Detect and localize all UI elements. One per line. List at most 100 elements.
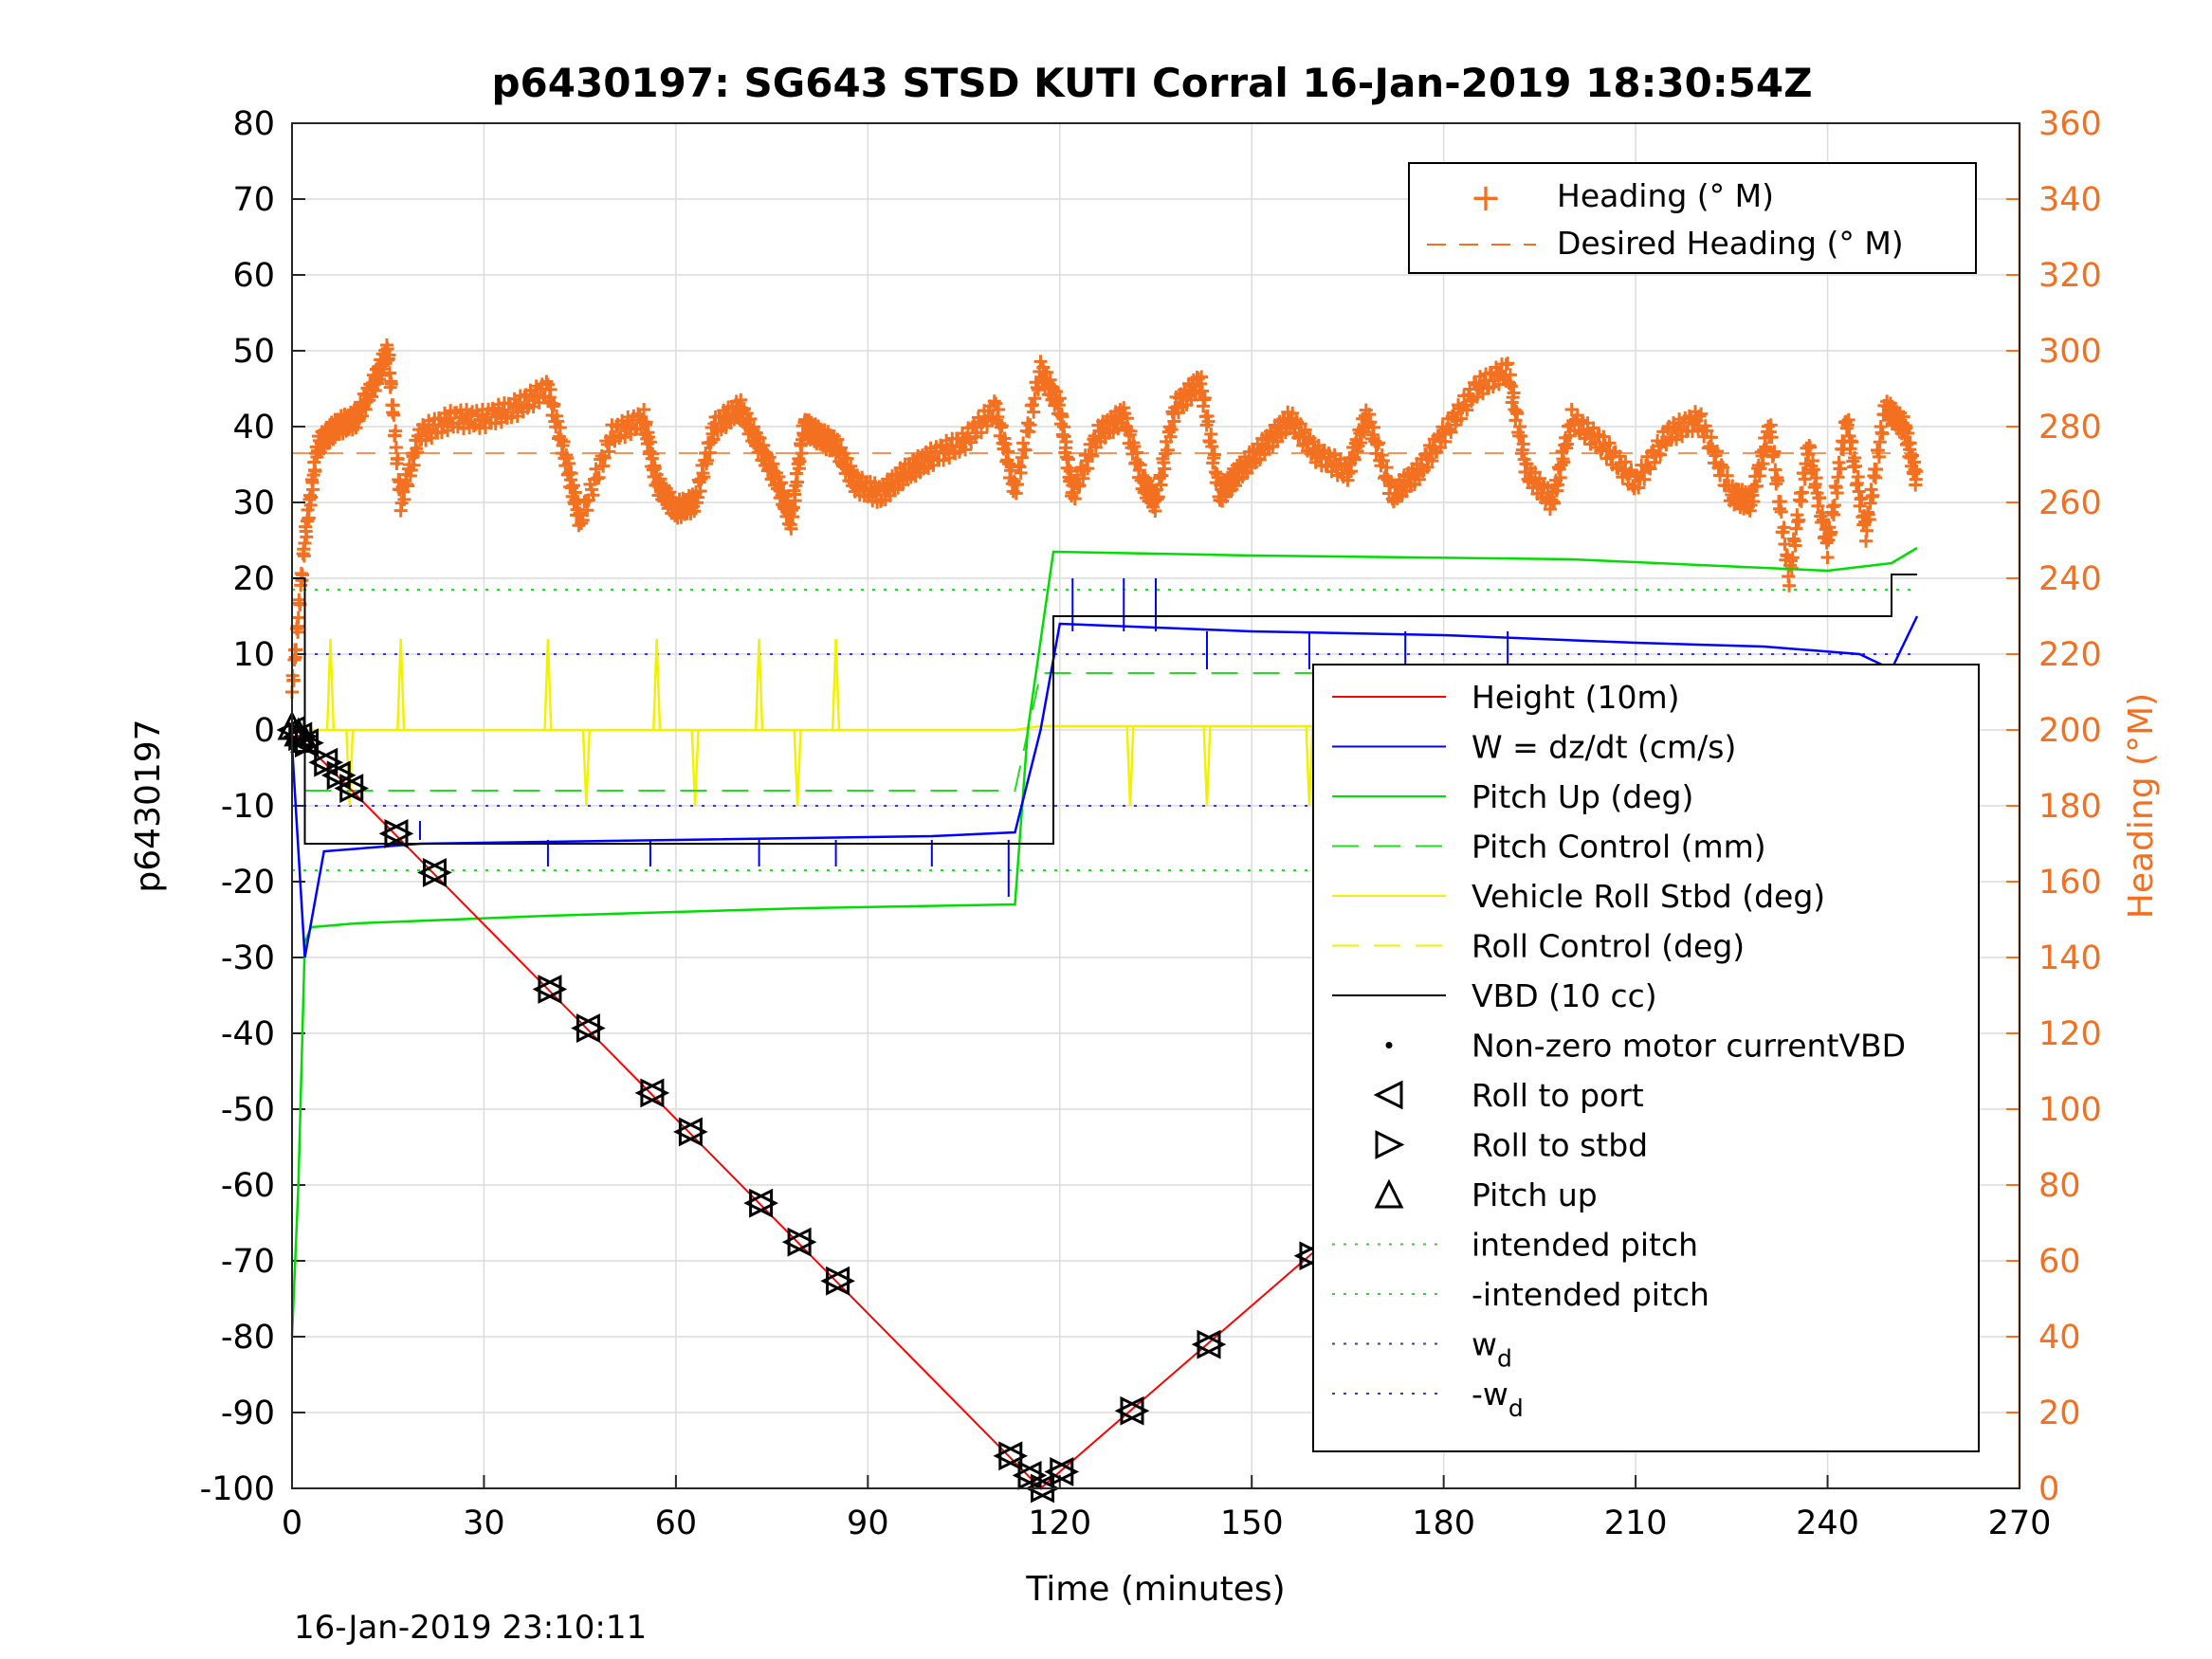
heading-point — [1507, 386, 1521, 400]
heading-point — [1027, 405, 1041, 419]
legend-dot-swatch — [1385, 1042, 1393, 1048]
right-tick-label: 0 — [2038, 1470, 2059, 1508]
heading-point — [298, 536, 312, 550]
heading-point — [1746, 495, 1761, 509]
heading-point — [995, 419, 1009, 433]
heading-point — [554, 432, 568, 447]
heading-point — [1148, 503, 1162, 518]
roll-to-stbd-marker — [1050, 1457, 1080, 1486]
right-tick-label: 160 — [2038, 864, 2102, 902]
heading-point — [1692, 410, 1707, 424]
roll-to-port-marker — [1044, 1457, 1074, 1486]
heading-point — [592, 470, 606, 484]
right-y-tick-labels: 3603403203002802602402202001801601401201… — [2038, 105, 2102, 1508]
heading-point — [391, 452, 405, 466]
heading-point — [693, 483, 707, 498]
roll-spike — [1305, 725, 1314, 807]
heading-point — [687, 504, 702, 519]
legend-heading-marker: + — [1470, 176, 1502, 220]
heading-point — [1354, 435, 1368, 449]
heading-point — [1023, 418, 1037, 432]
heading-point — [1816, 513, 1830, 527]
heading-point — [1750, 479, 1764, 493]
roll-spike — [581, 729, 592, 807]
heading-point — [566, 479, 580, 493]
heading-point — [1127, 439, 1142, 453]
heading-point — [382, 348, 396, 362]
legend-entry-label: Roll to stbd — [1472, 1127, 1648, 1164]
heading-point — [1014, 465, 1028, 480]
heading-point — [1852, 484, 1866, 499]
heading-point — [690, 490, 704, 504]
heading-point — [1813, 490, 1827, 504]
heading-point — [788, 494, 802, 508]
roll-to-port-marker — [673, 1117, 703, 1147]
y-tick-label: -30 — [221, 939, 275, 977]
x-tick-label: 180 — [1412, 1504, 1475, 1542]
heading-point — [784, 521, 798, 536]
heading-point — [959, 443, 973, 457]
heading-point — [1164, 423, 1179, 437]
heading-point — [1785, 551, 1800, 565]
roll-spike — [1125, 725, 1135, 807]
heading-point — [557, 434, 571, 448]
y-tick-label: -60 — [221, 1167, 275, 1205]
heading-point — [308, 465, 322, 479]
heading-point — [743, 411, 758, 426]
heading-point — [1072, 479, 1087, 493]
x-tick-label: 60 — [655, 1504, 698, 1542]
right-tick-label: 240 — [2038, 560, 2102, 598]
heading-point — [987, 394, 1001, 409]
heading-point — [1205, 440, 1219, 454]
heading-point — [368, 383, 382, 397]
x-tick-label: 0 — [282, 1504, 302, 1542]
heading-point — [564, 466, 578, 481]
heading-point — [1554, 458, 1568, 472]
heading-point — [1380, 461, 1394, 475]
right-tick-label: 300 — [2038, 333, 2102, 371]
heading-point — [1161, 443, 1175, 457]
y-tick-label: 80 — [232, 105, 275, 143]
heading-point — [1081, 462, 1095, 476]
y-tick-label: -100 — [200, 1470, 275, 1508]
roll-to-port-marker — [1012, 1460, 1042, 1490]
heading-point — [831, 432, 845, 447]
heading-point — [1768, 463, 1782, 477]
legend-entry-label: Pitch Up (deg) — [1472, 778, 1693, 815]
heading-point — [358, 402, 373, 416]
heading-point — [1503, 368, 1517, 382]
heading-point — [791, 475, 805, 489]
right-tick-label: 120 — [2038, 1015, 2102, 1053]
heading-point — [353, 411, 367, 426]
heading-point — [1444, 425, 1458, 439]
heading-point — [1830, 485, 1844, 500]
right-tick-label: 200 — [2038, 712, 2102, 750]
heading-point — [989, 396, 1003, 410]
y-tick-label: 30 — [232, 484, 275, 522]
heading-point — [1834, 462, 1848, 476]
plot-frame — [291, 122, 2020, 1489]
legend-entry-label: Roll Control (deg) — [1472, 928, 1745, 965]
heading-point — [1694, 407, 1709, 421]
roll-to-stbd-marker — [1197, 1329, 1227, 1359]
roll-to-stbd-marker — [339, 774, 370, 803]
heading-point — [580, 503, 594, 518]
heading-point — [1047, 383, 1061, 397]
heading-point — [1298, 423, 1312, 437]
heading-point — [1055, 410, 1069, 424]
legend-stbd-swatch — [1375, 1130, 1405, 1159]
heading-point — [1201, 414, 1216, 428]
heading-point — [1862, 513, 1876, 526]
w-line — [290, 615, 1919, 958]
heading-point — [576, 513, 590, 527]
heading-point — [1513, 428, 1527, 443]
heading-point — [349, 421, 363, 435]
heading-point — [1504, 379, 1518, 393]
heading-point — [1875, 427, 1890, 441]
heading-point — [1547, 496, 1562, 510]
heading-point — [1654, 447, 1668, 462]
heading-point — [1819, 536, 1834, 550]
roll-to-port-marker — [320, 760, 351, 791]
y-tick-label: 20 — [232, 560, 275, 598]
heading-point — [1086, 449, 1100, 464]
